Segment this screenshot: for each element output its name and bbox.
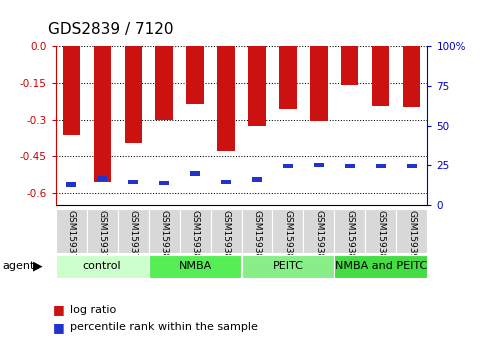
Text: GSM159385: GSM159385 bbox=[253, 210, 261, 265]
Bar bbox=[186, 46, 203, 104]
Bar bbox=[56, 209, 86, 253]
Bar bbox=[397, 209, 427, 253]
Text: GDS2839 / 7120: GDS2839 / 7120 bbox=[48, 22, 174, 37]
Bar bbox=[372, 46, 389, 106]
Bar bbox=[62, 46, 80, 136]
Bar bbox=[180, 209, 211, 253]
Text: ▶: ▶ bbox=[33, 260, 43, 273]
Bar bbox=[242, 209, 272, 253]
Bar bbox=[149, 255, 242, 278]
Text: ■: ■ bbox=[53, 303, 65, 316]
Bar bbox=[314, 163, 324, 167]
Bar bbox=[156, 46, 172, 120]
Text: GSM159390: GSM159390 bbox=[408, 210, 416, 265]
Bar bbox=[345, 164, 355, 168]
Text: PEITC: PEITC bbox=[272, 261, 303, 272]
Bar bbox=[86, 209, 117, 253]
Bar bbox=[125, 46, 142, 143]
Bar bbox=[334, 209, 366, 253]
Bar bbox=[272, 209, 303, 253]
Bar bbox=[221, 180, 231, 184]
Bar bbox=[311, 46, 327, 121]
Text: control: control bbox=[83, 261, 121, 272]
Bar bbox=[248, 46, 266, 126]
Bar bbox=[66, 182, 76, 187]
Bar bbox=[159, 181, 169, 185]
Text: GSM159389: GSM159389 bbox=[376, 210, 385, 265]
Text: ■: ■ bbox=[53, 321, 65, 334]
Bar bbox=[303, 209, 334, 253]
Bar bbox=[149, 209, 180, 253]
Bar bbox=[211, 209, 242, 253]
Bar bbox=[117, 209, 149, 253]
Text: GSM159376: GSM159376 bbox=[67, 210, 75, 265]
Bar bbox=[280, 46, 297, 109]
Bar bbox=[98, 176, 107, 181]
Text: GSM159384: GSM159384 bbox=[222, 210, 230, 265]
Bar bbox=[252, 177, 262, 182]
Bar bbox=[242, 255, 334, 278]
Bar bbox=[403, 46, 421, 107]
Bar bbox=[56, 255, 149, 278]
Bar bbox=[341, 46, 358, 85]
Text: GSM159388: GSM159388 bbox=[345, 210, 355, 265]
Text: GSM159378: GSM159378 bbox=[128, 210, 138, 265]
Text: percentile rank within the sample: percentile rank within the sample bbox=[70, 322, 258, 332]
Bar bbox=[217, 46, 235, 152]
Bar bbox=[190, 171, 199, 176]
Bar bbox=[334, 255, 427, 278]
Text: NMBA: NMBA bbox=[178, 261, 212, 272]
Bar bbox=[128, 180, 138, 184]
Text: GSM159377: GSM159377 bbox=[98, 210, 107, 265]
Text: GSM159383: GSM159383 bbox=[190, 210, 199, 265]
Bar bbox=[366, 209, 397, 253]
Bar bbox=[407, 164, 417, 168]
Text: agent: agent bbox=[2, 261, 35, 272]
Bar bbox=[376, 164, 385, 168]
Bar bbox=[94, 46, 111, 182]
Bar bbox=[284, 164, 293, 168]
Text: NMBA and PEITC: NMBA and PEITC bbox=[335, 261, 427, 272]
Text: GSM159387: GSM159387 bbox=[314, 210, 324, 265]
Text: GSM159386: GSM159386 bbox=[284, 210, 293, 265]
Text: GSM159381: GSM159381 bbox=[159, 210, 169, 265]
Text: log ratio: log ratio bbox=[70, 305, 116, 315]
